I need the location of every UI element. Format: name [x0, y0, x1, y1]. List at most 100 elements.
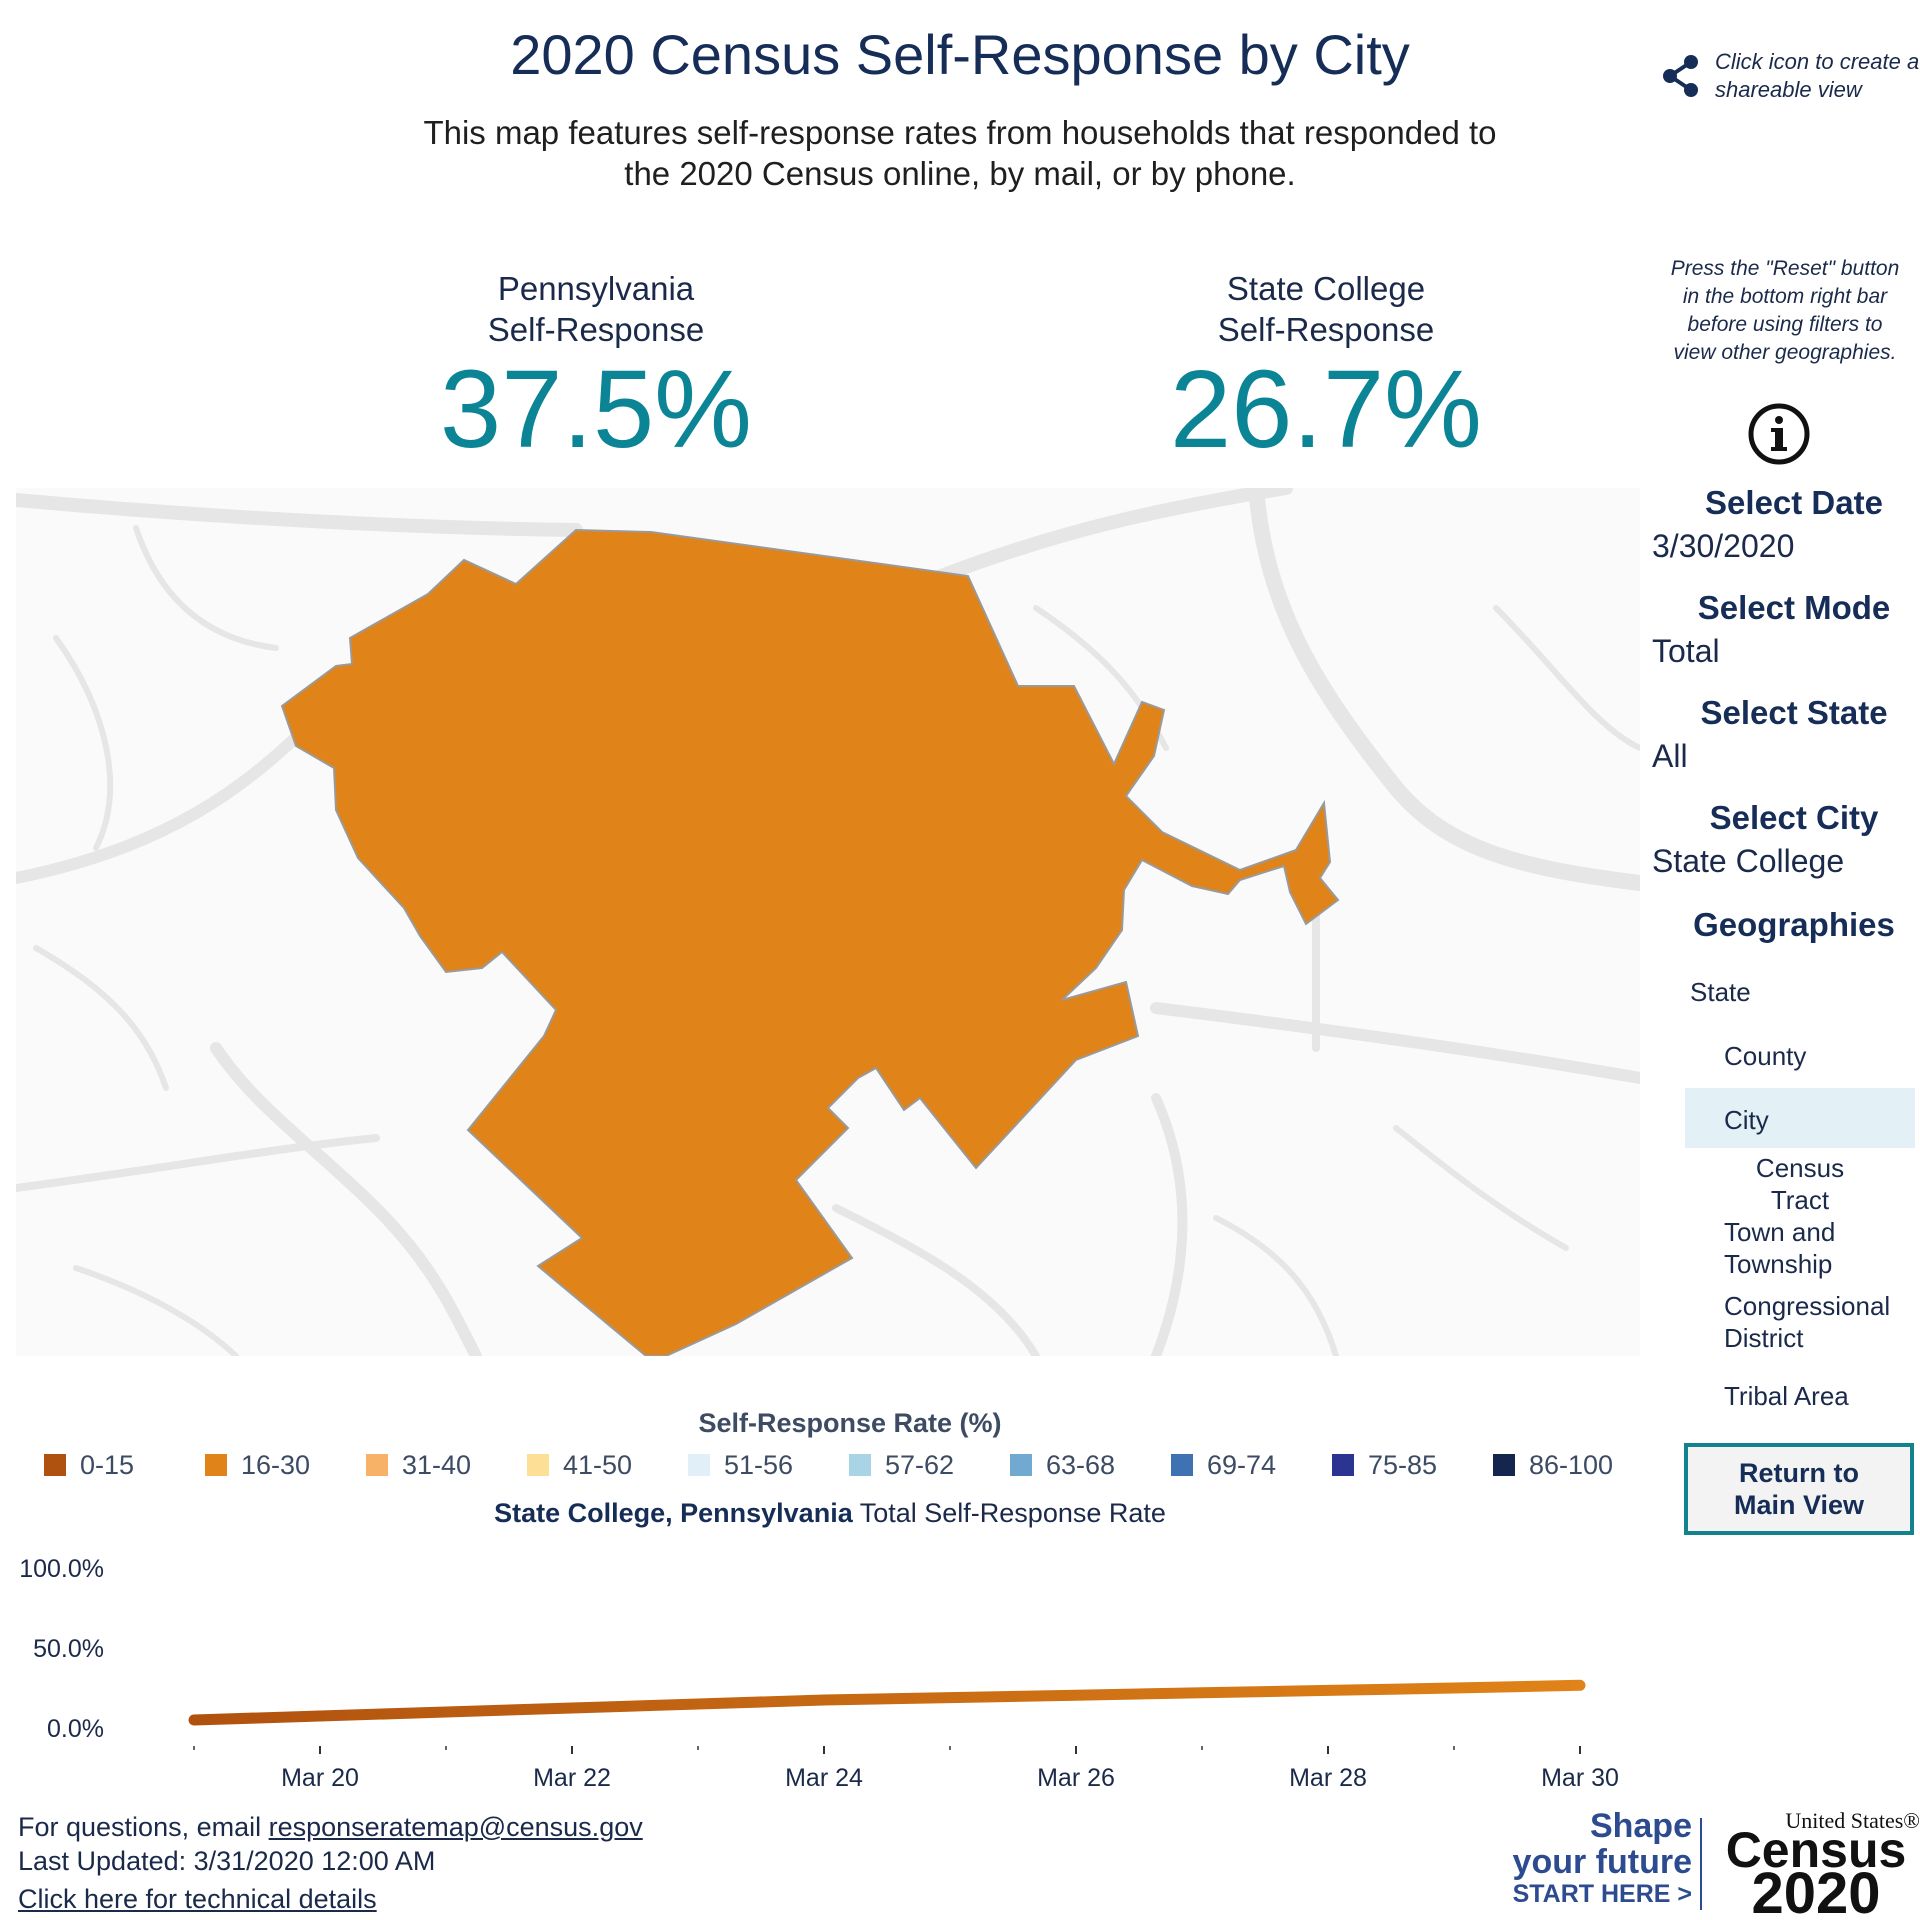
filter-mode[interactable]: Select Mode Total: [1652, 589, 1912, 670]
x-tick-label: Mar 28: [1289, 1764, 1367, 1792]
return-button-line1: Return to: [1739, 1458, 1859, 1488]
filter-city-label: Select City: [1709, 799, 1879, 836]
legend-label: 51-56: [724, 1449, 794, 1480]
footer-technical-link[interactable]: Click here for technical details: [18, 1884, 377, 1914]
return-main-view-button[interactable]: Return to Main View: [1684, 1443, 1914, 1535]
line-chart-title: State College, Pennsylvania Total Self-R…: [0, 1498, 1660, 1529]
state-stat: Pennsylvania Self-Response 37.5%: [336, 268, 856, 470]
y-tick-label: 0.0%: [47, 1715, 104, 1743]
geo-item-tribal-area[interactable]: Tribal Area: [1724, 1381, 1849, 1411]
legend-item: 57-62: [849, 1448, 954, 1482]
geo-item-cong-line2: District: [1724, 1323, 1804, 1353]
geo-item-county[interactable]: County: [1724, 1041, 1807, 1071]
reset-hint: Press the "Reset" button in the bottom r…: [1670, 257, 1900, 364]
map-view[interactable]: [16, 488, 1640, 1356]
filter-date-value[interactable]: 3/30/2020: [1652, 528, 1795, 564]
legend-item: 75-85: [1332, 1448, 1437, 1482]
state-stat-value: 37.5%: [440, 348, 752, 471]
brand-shape-line2: your future: [1512, 1843, 1692, 1881]
y-tick-label: 100.0%: [19, 1555, 104, 1583]
geo-item-congressional-district[interactable]: Congressional District: [1724, 1290, 1890, 1354]
footer-email-link[interactable]: responseratemap@census.gov: [268, 1812, 643, 1842]
legend-swatch: [1171, 1454, 1193, 1476]
legend-swatch: [366, 1454, 388, 1476]
geo-selected-highlight: [1685, 1088, 1915, 1148]
state-stat-label-2: Self-Response: [487, 311, 705, 348]
y-tick-label: 50.0%: [33, 1635, 104, 1663]
return-button-line2: Main View: [1733, 1490, 1865, 1520]
brand-shape-line1: Shape: [1589, 1807, 1692, 1845]
brand-divider: [1700, 1818, 1702, 1910]
filter-state-value[interactable]: All: [1652, 738, 1688, 774]
x-tick-label: Mar 22: [533, 1764, 611, 1792]
legend-label: 63-68: [1046, 1449, 1116, 1480]
legend-label: 57-62: [885, 1449, 955, 1480]
legend-swatch: [1010, 1454, 1032, 1476]
footer-technical-details[interactable]: Click here for technical details: [18, 1884, 377, 1915]
line-chart-place: State College, Pennsylvania: [494, 1498, 853, 1528]
brand-start-here-link[interactable]: START HERE >: [1512, 1880, 1692, 1908]
census-logo-us: United States®: [1785, 1808, 1920, 1833]
legend-item: 63-68: [1010, 1448, 1115, 1482]
filter-city-value[interactable]: State College: [1652, 843, 1845, 879]
geo-item-census-tract-line1: Census: [1755, 1153, 1845, 1183]
legend-swatch: [1332, 1454, 1354, 1476]
legend-item: 51-56: [688, 1448, 793, 1482]
legend-swatch: [44, 1454, 66, 1476]
legend-swatch: [849, 1454, 871, 1476]
page-title: 2020 Census Self-Response by City: [510, 23, 1410, 86]
filter-state[interactable]: Select State All: [1652, 694, 1912, 775]
city-stat-value: 26.7%: [1170, 348, 1482, 471]
filter-date-label: Select Date: [1705, 484, 1883, 521]
legend-swatch: [205, 1454, 227, 1476]
legend-label: 0-15: [80, 1449, 135, 1480]
x-tick-label: Mar 30: [1541, 1764, 1619, 1792]
share-hint-text: Click icon to create a shareable view: [1715, 49, 1920, 102]
legend-item: 16-30: [205, 1448, 310, 1482]
legend-label: 69-74: [1207, 1449, 1277, 1480]
x-tick-label: Mar 26: [1037, 1764, 1115, 1792]
series-line: [188, 1679, 1586, 1726]
census-logo-year: 2020: [1751, 1861, 1881, 1920]
line-chart-title-rest: Total Self-Response Rate: [852, 1498, 1166, 1528]
x-tick-label: Mar 24: [785, 1764, 863, 1792]
city-stat: State College Self-Response 26.7%: [1066, 268, 1586, 470]
legend-item: 69-74: [1171, 1448, 1276, 1482]
geo-item-town-township[interactable]: Town and Township: [1724, 1216, 1835, 1280]
geo-item-state[interactable]: State: [1690, 977, 1751, 1007]
geo-item-city[interactable]: City: [1724, 1105, 1769, 1135]
share-control[interactable]: Click icon to create a shareable view: [1655, 48, 1919, 118]
filter-state-label: Select State: [1700, 694, 1888, 731]
city-stat-label-2: Self-Response: [1217, 311, 1435, 348]
legend-swatch: [688, 1454, 710, 1476]
legend-item: 41-50: [527, 1448, 632, 1482]
map-svg[interactable]: [16, 488, 1640, 1356]
geo-item-census-tract[interactable]: Census Tract: [1740, 1152, 1860, 1216]
legend-label: 41-50: [563, 1449, 633, 1480]
filter-mode-label: Select Mode: [1697, 589, 1891, 626]
legend-label: 86-100: [1529, 1449, 1614, 1480]
x-tick-label: Mar 20: [281, 1764, 359, 1792]
census-logo-wordmark: Census: [1725, 1822, 1907, 1878]
legend-item: 31-40: [366, 1448, 471, 1482]
geo-item-census-tract-line2: Tract: [1770, 1185, 1830, 1215]
state-stat-label-1: Pennsylvania: [497, 270, 695, 307]
legend-item: 0-15: [44, 1448, 134, 1482]
legend-item: 86-100: [1493, 1448, 1613, 1482]
filter-mode-value[interactable]: Total: [1652, 633, 1720, 669]
footer-questions: For questions, email responseratemap@cen…: [18, 1812, 643, 1843]
geographies-title: Geographies: [1693, 906, 1895, 943]
footer-questions-prefix: For questions, email: [18, 1812, 269, 1842]
footer-last-updated: Last Updated: 3/31/2020 12:00 AM: [18, 1846, 436, 1876]
geo-item-town-line1: Town and: [1724, 1217, 1836, 1247]
city-boundary-region[interactable]: [280, 528, 1340, 1356]
city-stat-label-1: State College: [1226, 270, 1426, 307]
legend-swatch: [527, 1454, 549, 1476]
filter-date[interactable]: Select Date 3/30/2020: [1652, 484, 1912, 565]
geo-item-cong-line1: Congressional: [1724, 1291, 1891, 1321]
brand-shape-text: Shape your future: [1512, 1808, 1692, 1880]
geo-item-town-line2: Township: [1724, 1249, 1833, 1279]
filter-city[interactable]: Select City State College: [1652, 799, 1912, 880]
info-icon[interactable]: [1747, 402, 1811, 466]
share-icon[interactable]: [1661, 53, 1701, 99]
